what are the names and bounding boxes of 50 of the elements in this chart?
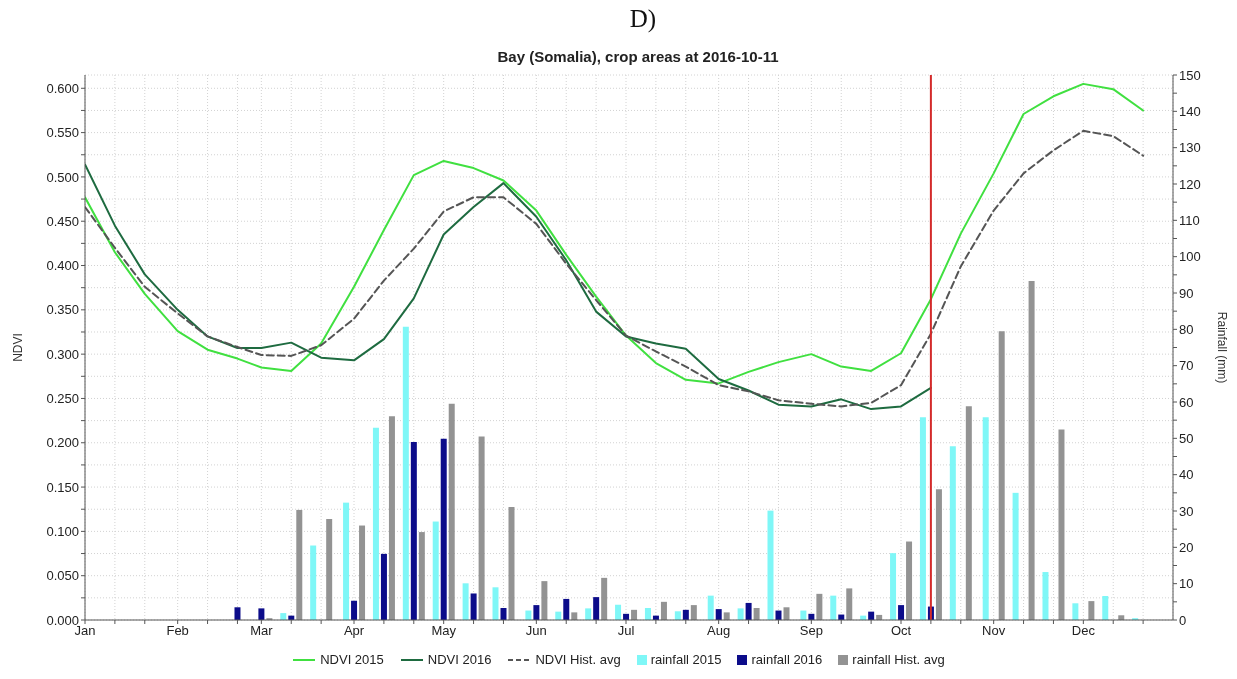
chart-subtitle: Bay (Somalia), crop areas at 2016-10-11 <box>496 48 780 66</box>
y2-tick-label: 90 <box>1179 285 1194 301</box>
y-axis-title: NDVI <box>11 333 25 362</box>
y-tick-label: 0.050 <box>46 568 79 584</box>
y2-tick-label: 40 <box>1179 467 1194 483</box>
y2-tick-label: 80 <box>1179 321 1194 337</box>
y2-tick-label: 60 <box>1179 394 1194 410</box>
y-tick-label: 0.150 <box>46 479 79 495</box>
y-tick-label: 0.200 <box>46 435 79 451</box>
y2-tick-label: 150 <box>1179 67 1201 83</box>
x-tick-label: Jun <box>525 623 547 639</box>
x-tick-label: Aug <box>707 623 731 639</box>
x-tick-label: May <box>431 623 457 639</box>
y2-tick-label: 30 <box>1179 503 1194 519</box>
y2-tick-label: 10 <box>1179 576 1194 592</box>
y2-tick-label: 70 <box>1179 358 1194 374</box>
y-tick-label: 0.550 <box>46 125 79 141</box>
y-tick-label: 0.000 <box>46 612 79 628</box>
y-tick-label: 0.100 <box>46 524 79 539</box>
legend-label: rainfall 2015 <box>650 652 722 667</box>
x-tick-label: Mar <box>250 623 274 639</box>
x-tick-label: Sep <box>799 623 823 639</box>
chart-title: D) <box>628 4 658 34</box>
x-tick-label: Feb <box>166 623 189 639</box>
legend-label: rainfall Hist. avg <box>852 652 945 667</box>
x-tick-label: Jul <box>617 623 635 639</box>
legend-label: rainfall 2016 <box>751 652 823 667</box>
y2-tick-label: 120 <box>1179 176 1201 192</box>
y-tick-label: 0.400 <box>46 258 79 274</box>
legend-label: NDVI 2016 <box>427 652 492 667</box>
y2-tick-label: 50 <box>1179 430 1194 446</box>
y2-tick-label: 20 <box>1179 539 1194 555</box>
y-tick-label: 0.600 <box>46 80 79 96</box>
y2-axis-title: Rainfall (mm) <box>1215 311 1229 384</box>
y2-tick-label: 110 <box>1179 212 1200 228</box>
y2-tick-label: 100 <box>1179 249 1201 265</box>
y2-tick-label: 140 <box>1179 103 1201 119</box>
legend-label: NDVI Hist. avg <box>535 652 621 667</box>
x-tick-label: Dec <box>1071 623 1096 639</box>
y-tick-label: 0.300 <box>46 346 79 362</box>
y2-tick-label: 0 <box>1179 612 1187 628</box>
y-tick-label: 0.350 <box>46 302 79 318</box>
x-tick-label: Oct <box>890 623 912 639</box>
y2-tick-label: 130 <box>1179 140 1201 156</box>
y-tick-label: 0.450 <box>46 213 79 229</box>
x-tick-label: Apr <box>343 623 365 639</box>
y-tick-label: 0.250 <box>46 391 79 407</box>
y-tick-label: 0.500 <box>46 169 79 185</box>
x-tick-label: Nov <box>982 623 1006 639</box>
legend-label: NDVI 2015 <box>320 652 384 667</box>
